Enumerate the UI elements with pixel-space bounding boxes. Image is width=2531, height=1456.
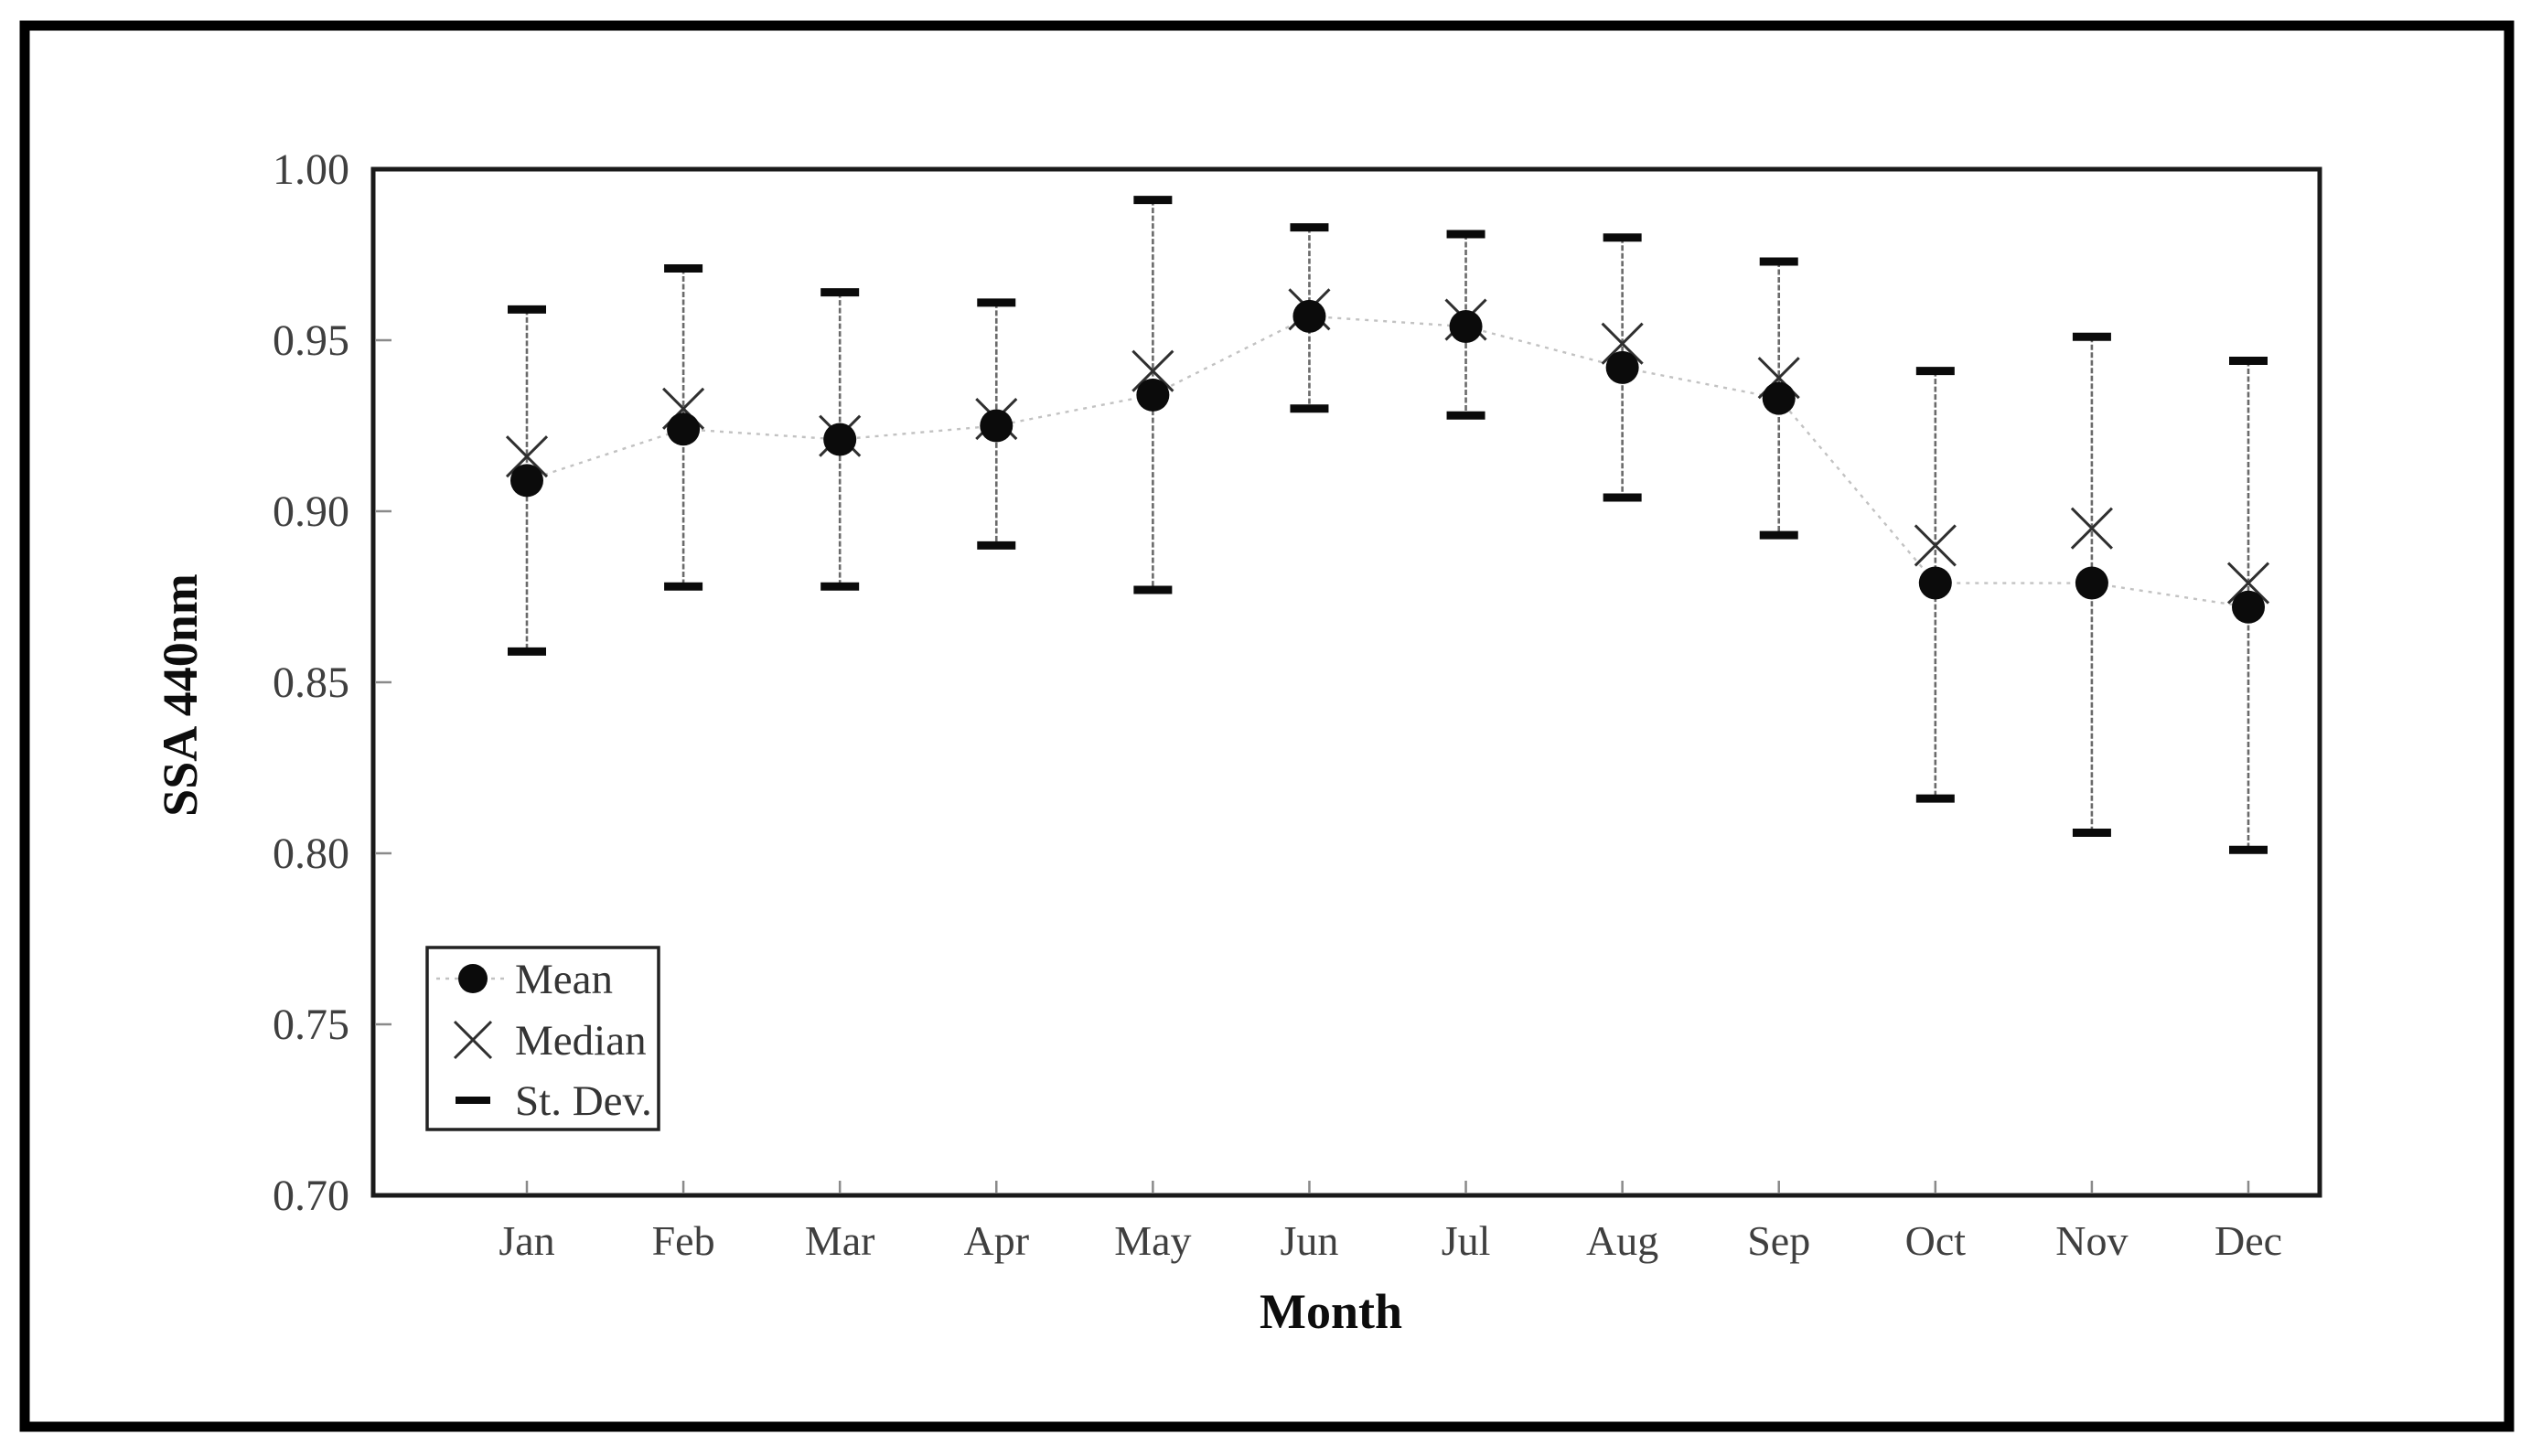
mean-point [510, 464, 543, 498]
legend-mean-dot-icon [458, 964, 488, 993]
mean-point [2232, 590, 2265, 624]
mean-point [1449, 310, 1483, 344]
plot-content: 1.00 0.95 0.90 0.85 0.80 0.75 0.70 Jan Feb Mar Apr… [273, 145, 2282, 1264]
y-tick-label: 0.80 [273, 830, 349, 878]
month-label: Jul [1442, 1217, 1491, 1264]
mean-point [823, 423, 857, 456]
legend-median-x-icon [453, 1020, 493, 1060]
legend-label-st-dev-: St. Dev. [515, 1077, 652, 1125]
month-label: Apr [963, 1217, 1029, 1264]
median-x-marker [2070, 507, 2113, 550]
mean-point [1292, 299, 1326, 333]
y-tick-label: 0.90 [273, 487, 349, 536]
mean-point [980, 409, 1013, 443]
y-tick-label: 0.85 [273, 658, 349, 707]
month-label: Jan [499, 1217, 554, 1264]
legend-label-median: Median [515, 1017, 647, 1065]
median-x-marker [1601, 322, 1644, 365]
month-label: Oct [1905, 1217, 1967, 1264]
month-label: May [1114, 1217, 1191, 1264]
figure-border [19, 20, 2515, 1432]
x-axis-title: Month [1260, 1284, 1402, 1339]
month-label: Dec [2215, 1217, 2282, 1264]
median-x-marker [1131, 349, 1174, 392]
median-x-marker [1914, 524, 1957, 567]
mean-point [1605, 350, 1639, 384]
month-label: Mar [805, 1217, 875, 1264]
y-tick-label: 1.00 [273, 145, 349, 194]
plot-frame [370, 166, 2322, 1198]
median-x-marker [505, 435, 549, 478]
mean-point [1762, 381, 1796, 415]
mean-point [1136, 378, 1170, 412]
month-label: Jun [1281, 1217, 1339, 1264]
median-x-marker [2226, 562, 2270, 605]
month-label: Sep [1747, 1217, 1810, 1264]
mean-point [1918, 566, 1952, 600]
y-tick-label: 0.70 [273, 1172, 349, 1220]
y-tick-label: 0.75 [273, 1001, 349, 1049]
mean-point [2075, 566, 2108, 600]
y-tick-label: 0.95 [273, 316, 349, 365]
mean-point [667, 412, 701, 446]
month-label: Aug [1586, 1217, 1658, 1264]
month-label: Feb [652, 1217, 715, 1264]
mean-connector-line [526, 315, 2249, 608]
legend-label-mean: Mean [515, 956, 613, 1003]
month-label: Nov [2055, 1217, 2128, 1264]
y-axis-title: SSA 440nm [153, 573, 208, 817]
